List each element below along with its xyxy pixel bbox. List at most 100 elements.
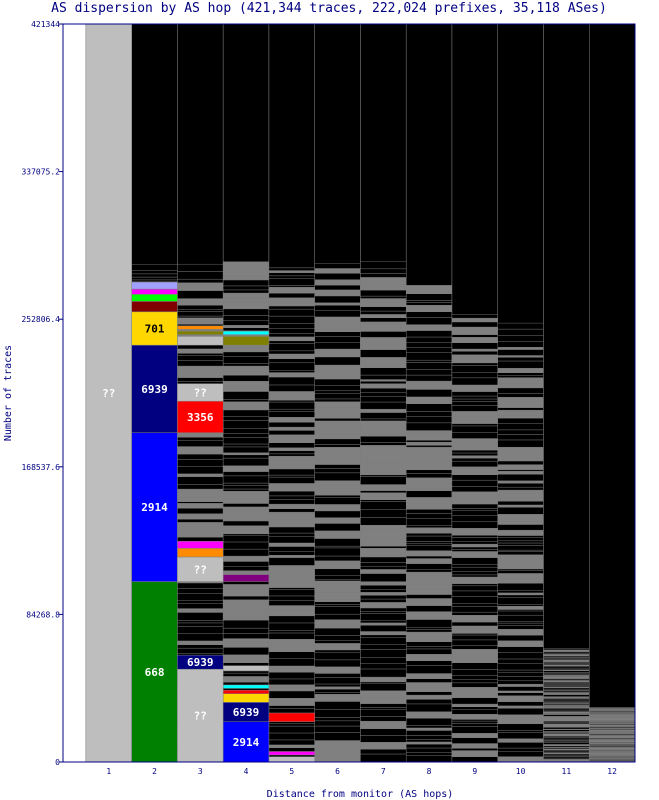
as-segment — [406, 569, 453, 573]
as-segment — [360, 387, 407, 393]
as-segment — [497, 500, 544, 506]
as-segment — [543, 667, 590, 670]
as-segment — [314, 677, 361, 685]
as-segment — [406, 446, 453, 455]
as-segment — [222, 499, 270, 504]
as-segment — [268, 503, 315, 509]
as-segment — [314, 472, 361, 481]
as-segment — [222, 471, 270, 477]
as-segment — [497, 705, 544, 709]
as-segment — [451, 686, 498, 691]
as-segment — [497, 409, 544, 416]
as-segment — [451, 401, 498, 406]
as-segment — [360, 607, 407, 612]
as-segment — [268, 450, 315, 455]
as-segment — [360, 589, 407, 593]
as-segment — [543, 725, 590, 727]
as-segment-minor — [131, 281, 178, 290]
as-segment — [360, 524, 407, 529]
as-segment — [543, 664, 590, 667]
as-segment-minor — [222, 665, 270, 672]
as-segment — [451, 425, 498, 433]
as-segment-minor — [222, 574, 270, 582]
as-segment — [451, 723, 498, 727]
as-segment — [497, 469, 544, 472]
as-segment — [360, 314, 407, 318]
as-segment — [314, 640, 361, 644]
as-segment — [314, 560, 361, 570]
as-segment — [222, 433, 270, 438]
as-segment — [360, 349, 407, 358]
x-tick-label: 10 — [516, 767, 526, 776]
as-segment — [268, 285, 315, 288]
as-segment — [497, 680, 544, 685]
as-segment — [222, 595, 270, 600]
as-segment — [360, 445, 407, 451]
as-segment — [268, 508, 315, 513]
as-segment — [406, 699, 453, 705]
as-segment — [222, 535, 270, 543]
as-segment — [222, 525, 270, 535]
as-segment — [268, 453, 315, 457]
as-segment — [360, 450, 407, 456]
as-segment — [268, 340, 315, 344]
as-segment — [177, 491, 224, 498]
as-segment — [497, 625, 544, 630]
as-segment — [314, 438, 361, 445]
as-segment — [222, 533, 270, 536]
as-segment — [131, 273, 178, 278]
as-segment — [497, 407, 544, 411]
as-segment — [360, 331, 407, 338]
as-segment — [131, 270, 178, 275]
as-segment — [543, 729, 590, 732]
as-segment — [360, 728, 407, 736]
as-segment — [451, 314, 498, 319]
as-segment — [314, 405, 361, 409]
as-segment — [497, 347, 544, 350]
as-segment — [451, 444, 498, 451]
as-segment — [451, 457, 498, 462]
as-segment — [268, 698, 315, 704]
as-segment — [314, 459, 361, 465]
as-segment — [314, 613, 361, 620]
as-segment — [268, 665, 315, 673]
as-segment — [360, 683, 407, 691]
as-segment — [314, 464, 361, 469]
as-segment — [406, 665, 453, 674]
as-segment — [314, 709, 361, 718]
y-tick-label: 168537.6 — [21, 463, 60, 472]
as-segment — [268, 630, 315, 634]
as-segment — [406, 703, 453, 712]
as-segment — [268, 391, 315, 398]
as-segment-label: 3356 — [187, 411, 214, 424]
as-segment-minor — [177, 541, 224, 549]
as-segment — [177, 466, 224, 475]
as-segment — [360, 611, 407, 614]
as-segment — [268, 422, 315, 428]
as-segment — [451, 337, 498, 343]
as-segment — [451, 398, 498, 402]
as-segment — [451, 326, 498, 333]
as-segment — [497, 434, 544, 441]
as-segment — [497, 610, 544, 616]
as-segment — [451, 411, 498, 417]
as-segment — [314, 326, 361, 330]
as-segment — [268, 272, 315, 277]
as-segment-minor — [222, 684, 270, 689]
as-segment — [314, 635, 361, 641]
as-segment — [360, 381, 407, 384]
as-segment — [406, 545, 453, 551]
as-segment — [222, 268, 270, 278]
as-segment — [497, 486, 544, 491]
as-segment — [543, 670, 590, 673]
as-segment — [177, 522, 224, 528]
as-segment — [314, 601, 361, 605]
as-segment — [314, 619, 361, 625]
as-segment — [451, 603, 498, 607]
as-segment — [543, 749, 590, 753]
as-segment — [451, 384, 498, 392]
as-segment — [360, 637, 407, 645]
as-segment — [222, 305, 270, 310]
as-segment — [314, 579, 361, 582]
as-segment — [451, 703, 498, 707]
